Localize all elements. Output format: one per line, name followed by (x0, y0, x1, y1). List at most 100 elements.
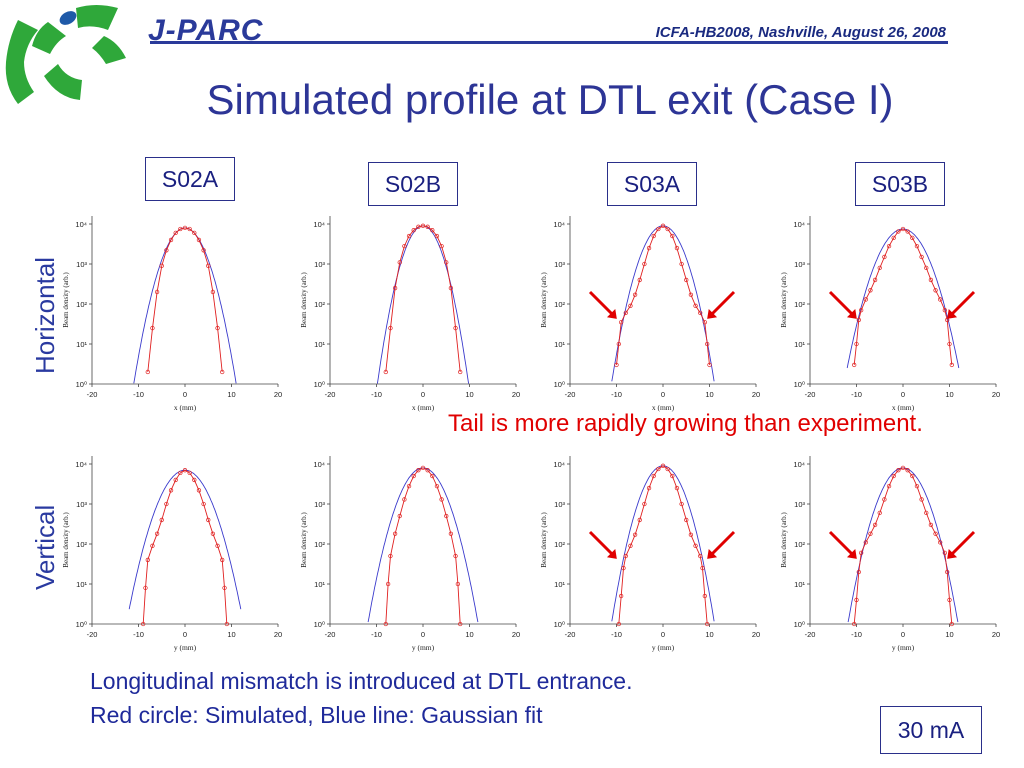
simulated-point (637, 517, 642, 523)
simulated-point (693, 543, 698, 548)
y-tick-label: 10³ (76, 260, 87, 269)
row-label-horizontal: Horizontal (30, 256, 60, 374)
simulated-point (933, 288, 938, 293)
x-tick-label: -10 (133, 390, 144, 399)
simulated-point (886, 483, 892, 489)
simulated-point (430, 473, 435, 479)
simulated-point (618, 593, 624, 599)
x-tick-label: 0 (661, 630, 665, 639)
simulated-point (674, 245, 680, 251)
simulated-point (143, 585, 148, 591)
x-tick-label: -10 (371, 390, 382, 399)
simulated-point (616, 341, 621, 347)
simulated-point (430, 228, 435, 233)
y-tick-label: 10² (794, 540, 805, 549)
simulated-point (670, 473, 675, 479)
simulated-point (182, 468, 188, 473)
simulated-point (882, 254, 887, 260)
simulated-line (385, 225, 461, 373)
case-label-s02a: S02A (145, 157, 235, 201)
simulated-point (856, 317, 861, 323)
simulated-point (623, 553, 628, 559)
simulated-point (425, 468, 430, 473)
x-tick-label: 20 (752, 630, 760, 639)
simulated-point (383, 621, 388, 627)
simulated-point (614, 362, 619, 368)
gaussian-fit-line (367, 467, 479, 623)
simulated-point (411, 228, 416, 233)
simulated-point (688, 292, 694, 297)
plot-vertical-s03a: -20 -10 0 10 20 10⁰ 10¹ 10² 10³ 10⁴ y (mm) Beam den… (540, 456, 760, 652)
simulated-point (896, 468, 901, 473)
simulated-point (854, 597, 859, 603)
simulated-point (434, 233, 440, 239)
simulated-point (215, 325, 220, 331)
simulated-point (224, 621, 230, 627)
y-tick-label: 10⁴ (75, 460, 87, 469)
x-axis-label: y (mm) (412, 643, 435, 652)
simulated-line (385, 467, 461, 625)
simulated-point (420, 223, 426, 228)
simulated-point (705, 341, 710, 347)
x-tick-label: 10 (465, 630, 473, 639)
x-tick-label: 0 (421, 630, 425, 639)
simulated-point (679, 501, 684, 507)
simulated-point (453, 553, 458, 559)
x-tick-label: 10 (227, 390, 235, 399)
x-tick-label: 10 (945, 630, 953, 639)
simulated-point (173, 230, 178, 236)
simulated-line (618, 465, 708, 625)
simulated-line (616, 225, 710, 365)
y-tick-label: 10³ (314, 500, 325, 509)
simulated-point (210, 289, 216, 295)
simulated-point (684, 517, 689, 523)
x-tick-label: 10 (705, 390, 713, 399)
x-tick-label: 10 (705, 630, 713, 639)
simulated-point (168, 488, 174, 493)
x-tick-label: 20 (992, 390, 1000, 399)
x-axis-label: x (mm) (174, 403, 197, 412)
simulated-point (210, 531, 216, 536)
simulated-point (448, 531, 454, 536)
y-axis-label: Beam density (arb.) (300, 272, 308, 328)
footer-note-mismatch: Longitudinal mismatch is introduced at D… (90, 668, 633, 694)
y-axis-label: Beam density (arb.) (62, 512, 70, 568)
x-axis-label: x (mm) (412, 403, 435, 412)
simulated-point (385, 581, 391, 587)
logo-mark (5, 5, 126, 104)
x-axis-label: y (mm) (174, 643, 197, 652)
simulated-point (402, 243, 407, 249)
simulated-point (914, 243, 920, 249)
simulated-line (853, 228, 953, 365)
case-label-s02b: S02B (368, 162, 458, 206)
x-axis-label: x (mm) (892, 403, 915, 412)
y-tick-label: 10² (314, 540, 325, 549)
simulated-point (164, 248, 169, 253)
simulated-point (877, 265, 882, 271)
simulated-point (877, 510, 882, 516)
simulated-point (632, 292, 638, 297)
x-axis-label: y (mm) (652, 643, 675, 652)
y-tick-label: 10² (554, 540, 565, 549)
simulated-point (924, 510, 929, 516)
simulated-point (905, 229, 910, 234)
slide-title: Simulated profile at DTL exit (Case I) (206, 76, 894, 123)
simulated-point (905, 468, 910, 473)
simulated-point (145, 369, 150, 375)
simulated-point (947, 341, 952, 347)
x-tick-label: 0 (901, 390, 905, 399)
simulated-point (392, 285, 398, 291)
y-tick-label: 10³ (554, 260, 565, 269)
tail-growth-note: Tail is more rapidly growing than experi… (448, 410, 923, 437)
simulated-line (142, 469, 228, 625)
simulated-point (173, 477, 178, 483)
plot-vertical-s02a: -20 -10 0 10 20 10⁰ 10¹ 10² 10³ 10⁴ y (mm) Beam den… (62, 456, 282, 652)
simulated-point (621, 565, 626, 571)
simulated-point (938, 297, 943, 302)
simulated-point (933, 531, 938, 536)
simulated-point (150, 325, 155, 331)
x-tick-label: -20 (805, 630, 816, 639)
simulated-point (168, 237, 174, 243)
simulated-point (388, 553, 393, 559)
simulated-point (684, 277, 689, 283)
